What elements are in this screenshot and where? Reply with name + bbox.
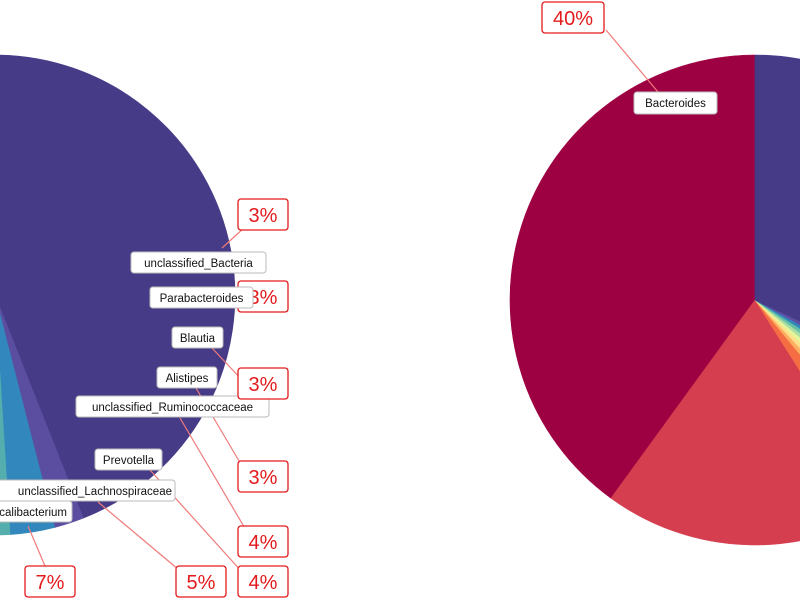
svg-text:Prevotella: Prevotella (103, 455, 155, 467)
genus-label-alistipes: Alistipes (156, 366, 218, 389)
svg-text:unclassified_Lachnospiraceae: unclassified_Lachnospiraceae (18, 486, 172, 498)
pct-label-alistipes: 3% (237, 460, 289, 493)
genus-label-prevotella: Prevotella (94, 448, 163, 471)
genus-label-blautia: Blautia (171, 326, 224, 349)
right-pie-slice-11 (754, 54, 800, 322)
svg-text:3%: 3% (249, 205, 278, 227)
pct-label-prevotella: 4% (237, 565, 289, 598)
right-pie-slice-bacteroides (509, 54, 756, 499)
genus-label-faecalibacterium: Faecalibacterium (0, 500, 73, 523)
leader-line-faecalibacterium (27, 525, 46, 567)
leader-line-bacteroides (605, 29, 659, 93)
svg-text:4%: 4% (249, 572, 278, 594)
genus-label-unclassified-lachnospiraceae: unclassified_Lachnospiraceae (0, 479, 176, 502)
pct-label-unclassified-bacteria: 3% (237, 198, 289, 231)
genus-label-parabacteroides-overlay: Parabacteroides (149, 286, 254, 309)
svg-text:3%: 3% (249, 467, 278, 489)
pct-label-unclassified-ruminococcaceae: 4% (237, 525, 289, 558)
svg-text:Bacteroides: Bacteroides (645, 98, 706, 110)
right-pie-slice-5 (754, 299, 800, 349)
svg-text:unclassified_Bacteria: unclassified_Bacteria (144, 258, 253, 270)
pct-label-bacteroides: 40% (541, 1, 605, 34)
genus-label-bacteroides: Bacteroides (633, 91, 718, 115)
leader-line-unclassified-ruminococcaceae (179, 417, 247, 531)
svg-text:Faecalibacterium: Faecalibacterium (0, 507, 67, 519)
leader-line-unclassified-lachnospiraceae (97, 501, 186, 576)
svg-text:unclassified_Ruminococcaceae: unclassified_Ruminococcaceae (92, 402, 253, 414)
right-pie (509, 54, 800, 546)
genus-label-unclassified-bacteria: unclassified_Bacteria (130, 251, 267, 274)
svg-text:4%: 4% (249, 532, 278, 554)
svg-text:Parabacteroides: Parabacteroides (160, 293, 244, 305)
right-pie-slice-7 (754, 299, 800, 338)
right-pie-slice-3 (754, 299, 800, 372)
right-pie-slice-2 (610, 299, 800, 546)
pct-label-unclassified-lachnospiraceae: 5% (175, 565, 227, 598)
svg-text:Alistipes: Alistipes (166, 373, 209, 385)
svg-text:7%: 7% (36, 572, 65, 594)
pct-label-blautia: 3% (237, 367, 289, 400)
right-pie-slice-4 (754, 299, 800, 355)
svg-text:Blautia: Blautia (180, 333, 216, 345)
right-pie-slice-8 (754, 299, 800, 334)
svg-text:40%: 40% (553, 8, 593, 30)
svg-text:5%: 5% (187, 572, 216, 594)
svg-text:3%: 3% (249, 287, 278, 309)
svg-text:3%: 3% (249, 374, 278, 396)
genus-label-unclassified-ruminococcaceae: unclassified_Ruminococcaceae (75, 395, 270, 418)
pct-label-faecalibacterium: 7% (24, 565, 76, 598)
